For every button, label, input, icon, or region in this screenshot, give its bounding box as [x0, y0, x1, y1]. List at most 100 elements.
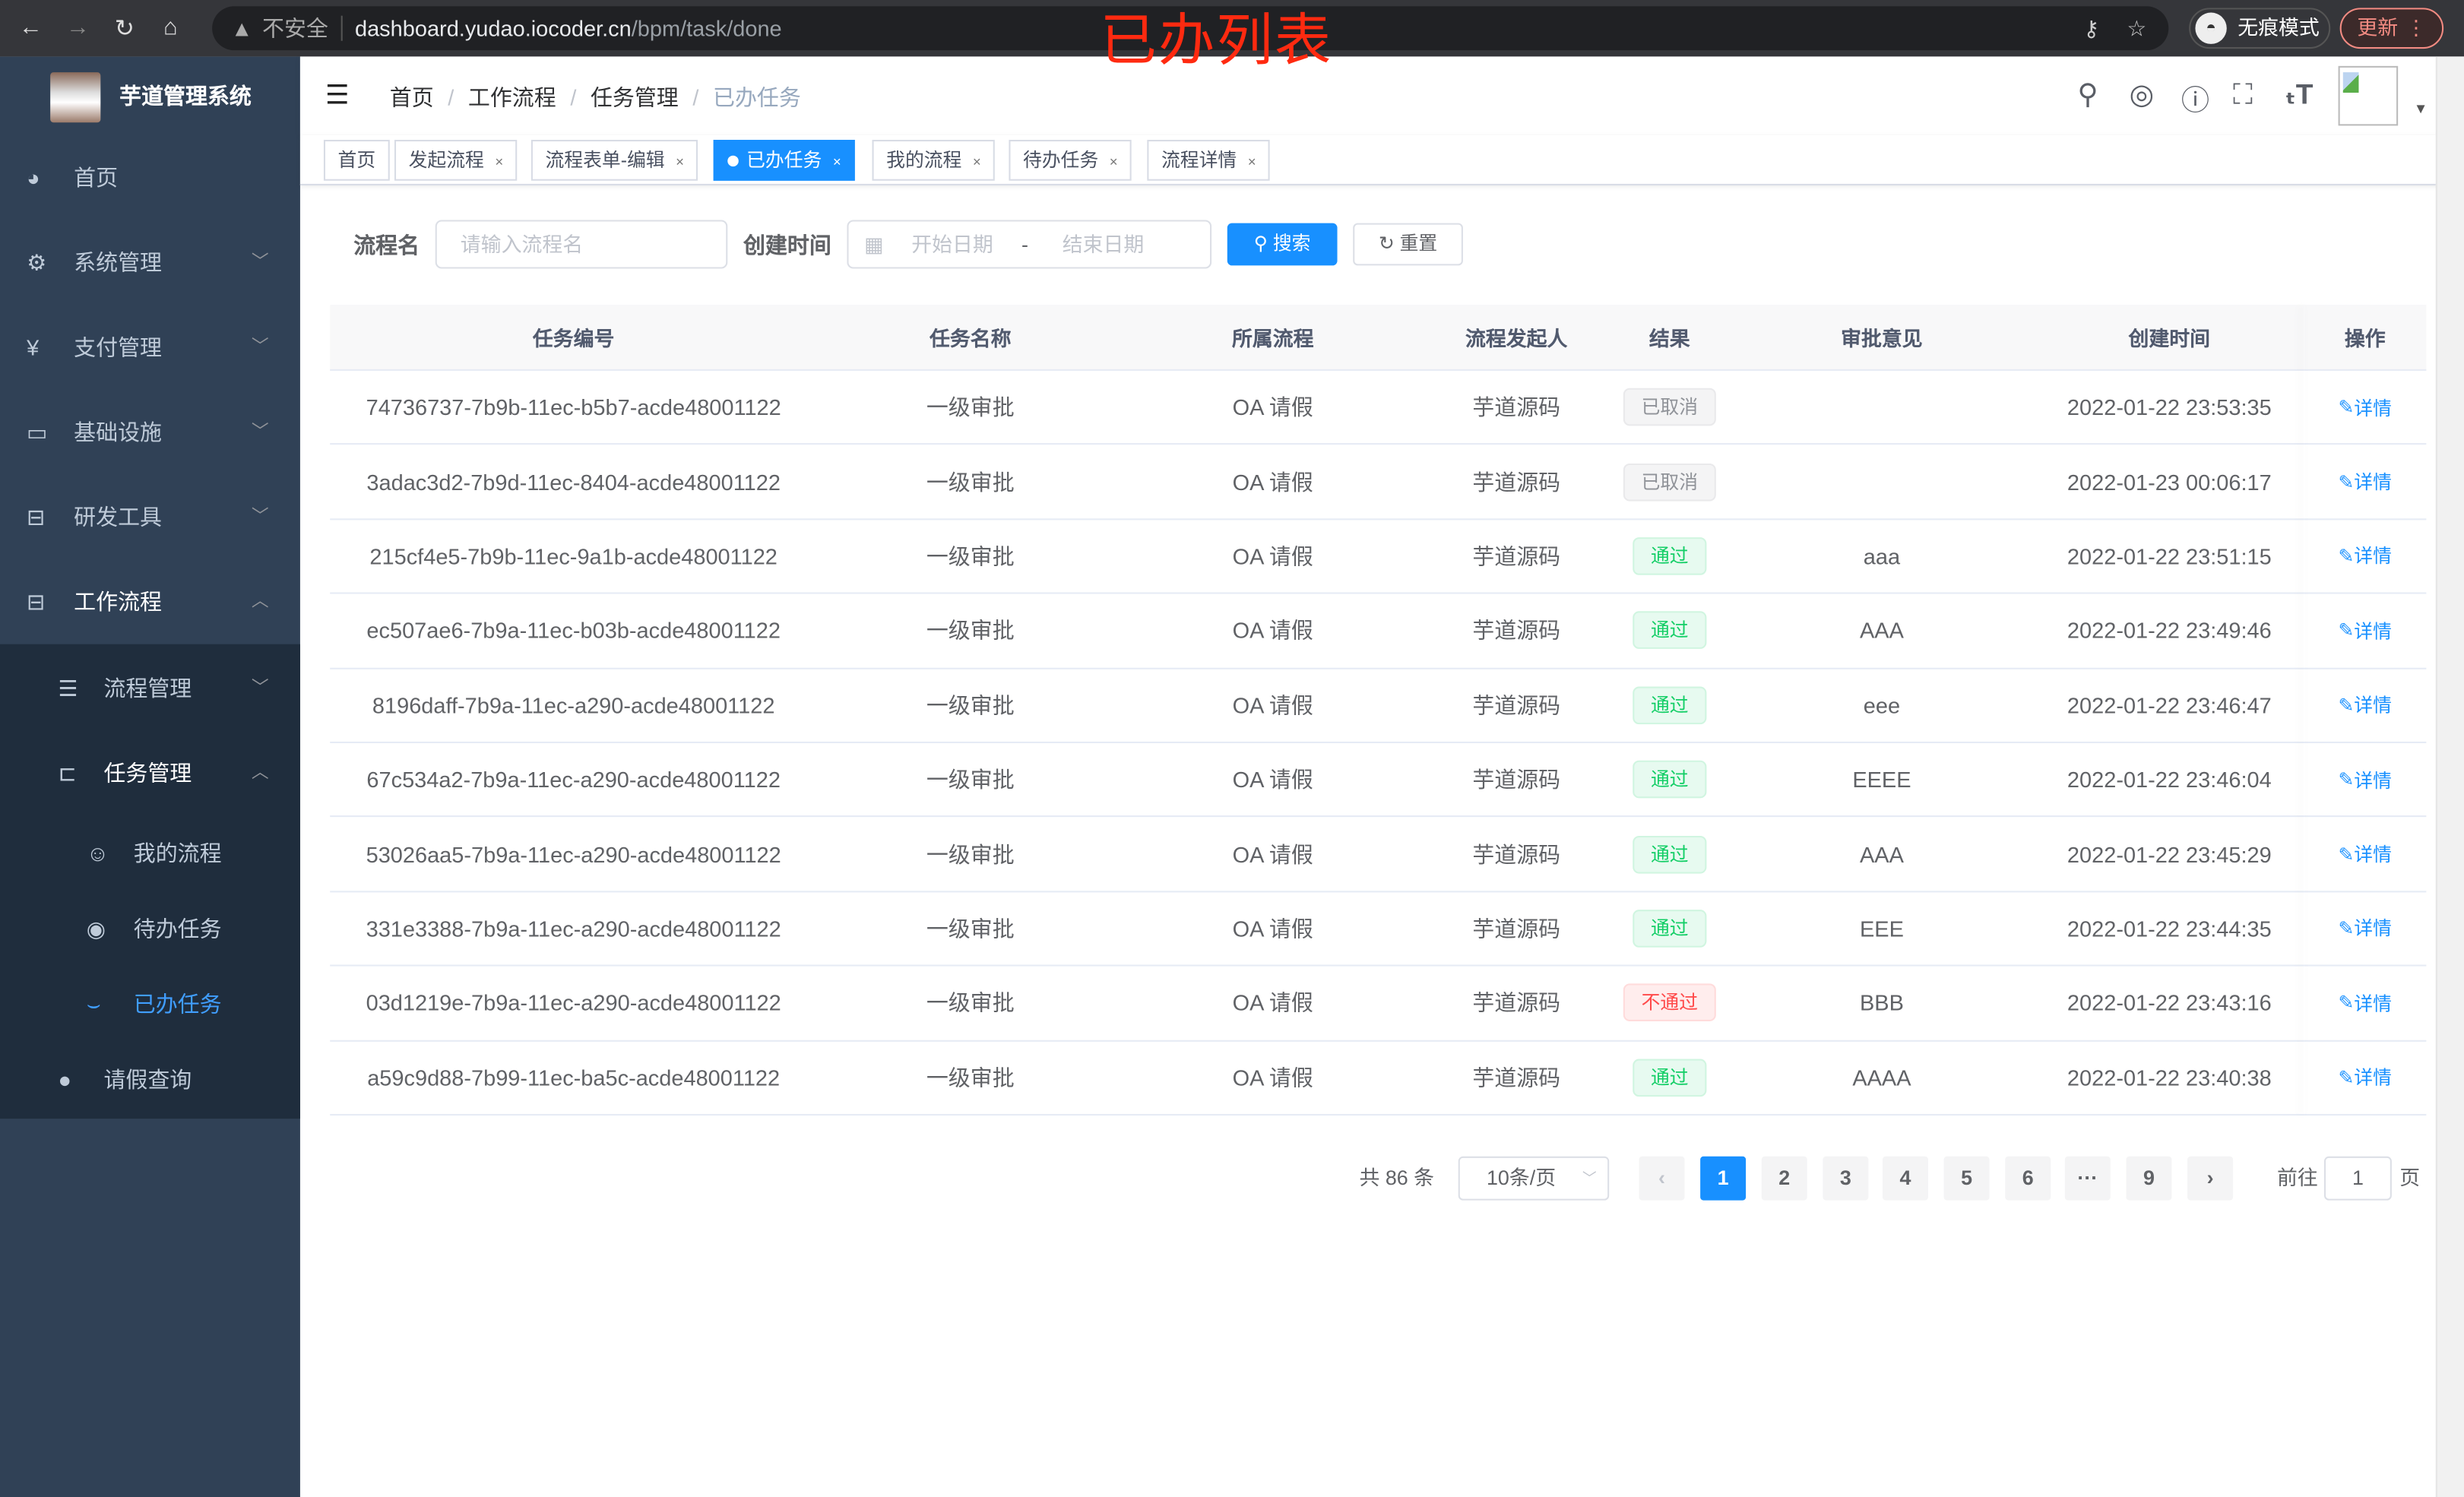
sidebar-item-system[interactable]: ⚙ 系统管理 ﹀ — [0, 220, 300, 305]
tag-label: 待办任务 — [1023, 149, 1099, 172]
key-icon[interactable]: ⚷ — [2083, 15, 2100, 41]
page-scrollbar[interactable] — [2435, 56, 2464, 1497]
cell-result: 通过 — [1610, 818, 1728, 891]
close-icon[interactable]: × — [676, 153, 684, 170]
sidebar-item-done[interactable]: ⌣ 已办任务 — [0, 967, 300, 1042]
page-size-select[interactable]: 10条/页 ﹀ — [1458, 1156, 1610, 1201]
detail-button[interactable]: ✎ 详情 — [2304, 445, 2426, 518]
prev-page-button[interactable]: ‹ — [1639, 1156, 1685, 1201]
task-id-value: 03d1219e-7b9a-11ec-a290-acde48001122 — [366, 990, 781, 1016]
sidebar-item-home[interactable]: ◕ 首页 — [0, 135, 300, 220]
page-button[interactable]: 4 — [1882, 1156, 1928, 1201]
task-id-value: 74736737-7b9b-11ec-b5b7-acde48001122 — [366, 394, 781, 420]
sidebar-item-devtools[interactable]: ⊟ 研发工具 ﹀ — [0, 474, 300, 559]
detail-button[interactable]: ✎ 详情 — [2304, 669, 2426, 742]
chevron-up-icon: ︿ — [251, 592, 269, 612]
sidebar-item-todo[interactable]: ◉ 待办任务 — [0, 891, 300, 966]
tag-process-detail[interactable]: 流程详情 × — [1147, 140, 1271, 181]
update-button[interactable]: 更新 ⋮ — [2339, 8, 2444, 49]
reset-button[interactable]: ↻ 重置 — [1353, 223, 1463, 266]
tag-home[interactable]: 首页 — [323, 140, 390, 181]
page-button[interactable]: 5 — [1943, 1156, 1990, 1201]
initiator-value: 芋道源码 — [1472, 543, 1561, 569]
breadcrumb-item[interactable]: 任务管理 — [590, 84, 679, 110]
sidebar-item-pay[interactable]: ¥ 支付管理 ﹀ — [0, 305, 300, 390]
cell-create-time: 2022-01-22 23:49:46 — [2035, 594, 2304, 667]
detail-button[interactable]: ✎ 详情 — [2304, 1041, 2426, 1114]
close-icon[interactable]: × — [495, 153, 504, 170]
monitor-icon: ▭ — [27, 419, 48, 445]
chevron-down-icon: ﹀ — [251, 507, 269, 527]
detail-button[interactable]: ✎ 详情 — [2304, 967, 2426, 1040]
github-icon[interactable]: ◎ — [2129, 78, 2155, 110]
toolbox-icon: ⊟ — [27, 504, 46, 530]
sidebar-item-task-manage[interactable]: ⊏ 任务管理 ︿ — [0, 730, 300, 815]
close-icon[interactable]: × — [1247, 153, 1256, 170]
search-icon[interactable]: ⚲ — [2077, 78, 2098, 110]
edit-icon: ✎ — [2338, 470, 2355, 493]
page-button[interactable]: 1 — [1700, 1156, 1747, 1201]
goto-page-input[interactable]: 1 — [2323, 1156, 2392, 1201]
page-button[interactable]: 3 — [1823, 1156, 1869, 1201]
fullscreen-icon[interactable]: ⛶ — [2233, 78, 2253, 110]
page-button[interactable]: 2 — [1761, 1156, 1807, 1201]
cell-initiator: 芋道源码 — [1422, 967, 1610, 1040]
page-button[interactable]: 9 — [2126, 1156, 2172, 1201]
close-icon[interactable]: × — [832, 153, 841, 170]
forward-icon[interactable]: → — [65, 14, 90, 41]
sidebar-item-process-manage[interactable]: ☰ 流程管理 ﹀ — [0, 646, 300, 731]
actions-value: 详情 — [2354, 1067, 2392, 1090]
tag-done-tasks[interactable]: 已办任务 × — [713, 140, 856, 181]
sidebar-item-infra[interactable]: ▭ 基础设施 ﹀ — [0, 390, 300, 475]
sidebar-item-leave[interactable]: ● 请假查询 — [0, 1042, 300, 1117]
back-icon[interactable]: ← — [18, 14, 43, 41]
search-button[interactable]: ⚲ 搜索 — [1227, 223, 1338, 266]
detail-button[interactable]: ✎ 详情 — [2304, 743, 2426, 816]
caret-down-icon[interactable]: ▼ — [2413, 100, 2428, 117]
cell-process: OA 请假 — [1123, 892, 1422, 965]
cell-initiator: 芋道源码 — [1422, 669, 1610, 742]
sidebar-item-my-process[interactable]: ☺ 我的流程 — [0, 815, 300, 891]
process-name-input[interactable]: 请输入流程名 — [435, 220, 728, 269]
avatar[interactable] — [2338, 65, 2399, 126]
breadcrumb-item[interactable]: 工作流程 — [467, 84, 556, 110]
status-badge: 通过 — [1633, 834, 1706, 873]
tag-form-edit[interactable]: 流程表单-编辑 × — [530, 140, 698, 181]
star-icon[interactable]: ☆ — [2127, 15, 2147, 41]
tag-start-process[interactable]: 发起流程 × — [394, 140, 518, 181]
detail-button[interactable]: ✎ 详情 — [2304, 892, 2426, 965]
page-button[interactable]: 6 — [2005, 1156, 2051, 1201]
cell-initiator: 芋道源码 — [1422, 371, 1610, 444]
close-icon[interactable]: × — [1109, 153, 1118, 170]
close-icon[interactable]: × — [972, 153, 981, 170]
tag-todo[interactable]: 待办任务 × — [1009, 140, 1132, 181]
reload-icon[interactable]: ↻ — [114, 15, 135, 43]
logo[interactable] — [50, 72, 101, 123]
cell-create-time: 2022-01-22 23:51:15 — [2035, 520, 2304, 593]
more-pages-button[interactable]: ··· — [2064, 1156, 2111, 1201]
detail-button[interactable]: ✎ 详情 — [2304, 594, 2426, 667]
tag-my-process[interactable]: 我的流程 × — [872, 140, 996, 181]
help-icon[interactable]: ⓘ — [2181, 84, 2210, 117]
sidebar-item-workflow[interactable]: ⊟ 工作流程 ︿ — [0, 559, 300, 644]
incognito-badge[interactable]: ◓ 无痕模式 — [2189, 8, 2331, 49]
sidebar-item-label: 任务管理 — [103, 760, 192, 786]
comment-value: aaa — [1863, 543, 1901, 569]
detail-button[interactable]: ✎ 详情 — [2304, 520, 2426, 593]
cell-comment — [1728, 445, 2035, 518]
end-date-input[interactable]: 结束日期 — [1062, 233, 1145, 257]
address-bar[interactable]: ▲ 不安全 dashboard.yudao.iocoder.cn/bpm/task/… — [212, 6, 2169, 51]
detail-button[interactable]: ✎ 详情 — [2304, 371, 2426, 444]
start-date-input[interactable]: 开始日期 — [911, 233, 993, 257]
cell-result: 通过 — [1610, 1041, 1728, 1114]
detail-button[interactable]: ✎ 详情 — [2304, 818, 2426, 891]
hamburger-icon[interactable]: ☰ — [325, 80, 350, 110]
home-icon[interactable]: ⌂ — [163, 14, 178, 41]
next-page-button[interactable]: › — [2187, 1156, 2234, 1201]
header-process: 所属流程 — [1231, 327, 1314, 351]
cell-initiator: 芋道源码 — [1422, 892, 1610, 965]
task-name-value: 一级审批 — [926, 394, 1015, 420]
breadcrumb-item[interactable]: 首页 — [389, 84, 434, 110]
font-size-icon[interactable]: ₜT — [2285, 78, 2314, 110]
date-range-picker[interactable]: ▦ 开始日期 - 结束日期 — [847, 220, 1212, 269]
